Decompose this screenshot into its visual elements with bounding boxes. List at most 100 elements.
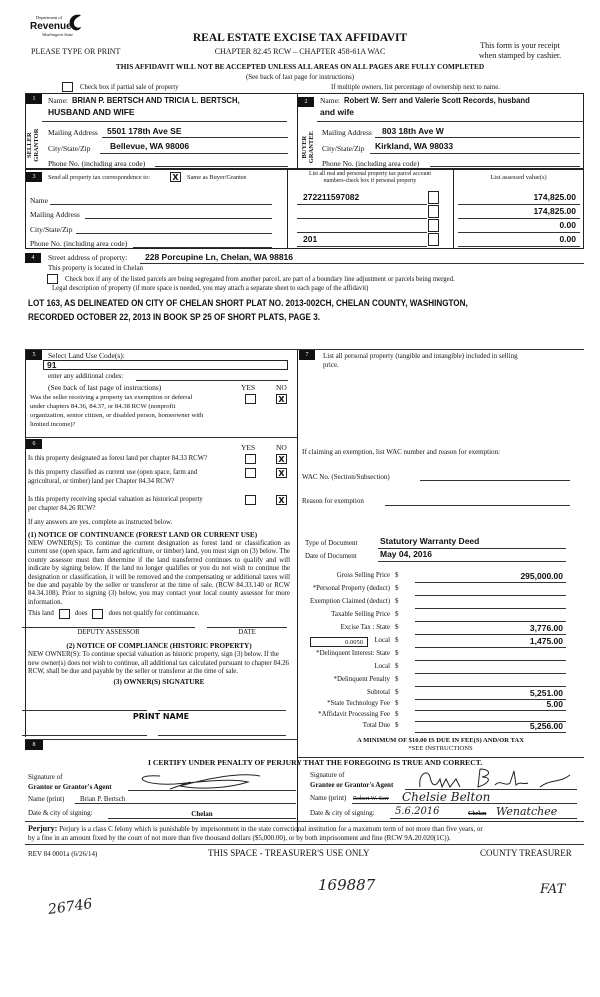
seller-mailing[interactable]: 5501 178th Ave SE [107,126,182,136]
tax-row-label: Excise Tax : State [340,624,390,631]
buyer-name-1[interactable]: Robert W. Serr and Valerie Scott Records… [344,95,530,105]
personal-property-checkbox[interactable] [428,219,439,232]
currency-symbol: $ [395,572,399,579]
doc-date[interactable]: May 04, 2016 [380,549,432,559]
exemption-no-checkbox[interactable]: X [276,394,287,404]
buyer-phone-field[interactable] [430,166,580,167]
question-line: limited income)? [30,421,76,428]
personal-property-checkbox[interactable] [428,233,439,246]
land-does-checkbox[interactable] [58,608,70,619]
section-number: 6 [26,439,42,449]
tax-row-value[interactable]: 1,475.00 [529,636,563,646]
buyer-city[interactable]: Kirkland, WA 98033 [375,141,454,151]
deputy-assessor-signature-line[interactable] [22,627,195,628]
legal-description-1[interactable]: LOT 163, AS DELINEATED ON CITY OF CHELAN… [28,298,468,308]
buyer-mailing-label: Mailing Address [322,128,372,137]
does-label: does [74,610,88,618]
correspondence-mailing-field[interactable] [85,218,272,219]
assessed-header: List assessed value(s) [490,174,547,181]
personal-property-label-2: price. [323,361,339,369]
grantor-signature-label-2: Grantor or Grantor's Agent [28,783,112,791]
parcel-number[interactable]: 201 [303,234,318,244]
correspondence-city-field[interactable] [76,233,272,234]
owner-print-name-line-1[interactable] [22,735,147,736]
partial-sale-checkbox[interactable] [62,82,73,92]
wac-field[interactable] [420,480,570,481]
legal-description-2[interactable]: RECORDED OCTOBER 22, 2013 IN BOOK SP 25 … [28,312,320,322]
grantee-label: GRANTEE [308,131,315,164]
currency-symbol: $ [395,663,399,670]
grantee-name-label: Name (print) [310,794,347,802]
reason-field[interactable] [385,505,570,506]
handwritten-number-left: 26746 [47,895,94,919]
historic-yes-checkbox[interactable] [245,495,256,505]
grantee-city[interactable]: Wenatchee [496,805,558,818]
owner-print-name-line-2[interactable] [158,735,286,736]
notice-continuance: (1) NOTICE OF CONTINUANCE (FOREST LAND O… [28,531,290,620]
tax-row-label: *State Technology Fee [327,700,390,707]
section-number: 7 [299,350,315,360]
correspondence-name-field[interactable] [50,204,272,205]
assessor-date-line[interactable] [207,627,287,628]
grantor-signature-line[interactable] [128,790,296,791]
grantee-name-struck: Robert W. Serr [353,796,389,802]
grantee-name[interactable]: Chelsie Belton [402,790,491,804]
local-rate-field[interactable]: 0.0050 [310,637,368,647]
forest-yes-checkbox[interactable] [245,454,256,464]
property-location: This property is located in Chelan [48,264,144,272]
seller-phone-field[interactable] [155,166,288,167]
tax-row-label: Total Due [362,722,390,729]
exemption-yes-checkbox[interactable] [245,394,256,404]
tax-row-value[interactable]: 5.00 [546,699,563,709]
forest-no-checkbox[interactable]: X [276,454,287,464]
current-use-yes-checkbox[interactable] [245,468,256,478]
seller-name-2[interactable]: HUSBAND AND WIFE [48,107,135,117]
buyer-phone-label: Phone No. (including area code) [322,159,420,168]
additional-codes-field[interactable] [136,380,288,381]
personal-property-checkbox[interactable] [428,191,439,204]
historic-no-checkbox[interactable]: X [276,495,287,505]
owner-signature-line-1[interactable] [22,710,147,711]
does-not-label: does not qualify for continuance. [108,610,200,618]
seller-name-1[interactable]: BRIAN P. BERTSCH AND TRICIA L. BERTSCH, [72,95,240,105]
segregated-checkbox[interactable] [47,274,58,284]
parcel-number[interactable]: 272211597082 [303,192,360,202]
date-label: DATE [238,629,256,636]
no-header: NO [276,443,287,452]
current-use-no-checkbox[interactable]: X [276,468,287,478]
form-title: REAL ESTATE EXCISE TAX AFFIDAVIT [192,32,408,44]
seller-city[interactable]: Bellevue, WA 98006 [110,141,190,151]
tax-row-label: Subtotal [367,689,390,696]
same-as-buyer-checkbox[interactable]: X [170,172,181,182]
buyer-name-2[interactable]: and wife [320,107,355,117]
correspondence-phone-label: Phone No. (including area code) [30,239,128,248]
no-header: NO [276,383,287,392]
tax-row-value[interactable]: 3,776.00 [529,623,563,633]
section-number: 2 [298,97,314,107]
currency-symbol: $ [395,689,399,696]
assessed-value[interactable]: 174,825.00 [533,192,576,202]
tax-row-value[interactable]: 295,000.00 [520,571,563,581]
land-does-not-checkbox[interactable] [92,608,104,619]
grantee-signature-line[interactable] [405,789,577,790]
tax-row-value[interactable]: 5,251.00 [529,688,563,698]
same-as-buyer-label: Same as Buyer/Grantee [187,174,247,181]
doc-type[interactable]: Statutory Warranty Deed [380,536,480,546]
property-street-address[interactable]: 228 Porcupine Ln, Chelan, WA 98816 [145,252,294,262]
correspondence-phone-field[interactable] [133,247,272,248]
land-use-code-field[interactable] [43,360,288,370]
personal-property-checkbox[interactable] [428,205,439,218]
owner-signature-line-2[interactable] [158,710,286,711]
assessed-value[interactable]: 0.00 [559,234,576,244]
buyer-mailing[interactable]: 803 18th Ave W [382,126,444,136]
seller-city-label: City/State/Zip [48,144,91,153]
assessed-value[interactable]: 174,825.00 [533,206,576,216]
grantor-name[interactable]: Brian P. Bertsch [80,795,126,803]
assessed-value[interactable]: 0.00 [559,220,576,230]
currency-symbol: $ [395,637,399,644]
land-use-code[interactable]: 91 [47,360,57,370]
grantee-date[interactable]: 5.6.2016 [395,806,440,817]
grantor-city[interactable]: Chelan [191,810,213,818]
section-number: 1 [26,94,42,104]
tax-row-value[interactable]: 5,256.00 [529,721,563,731]
